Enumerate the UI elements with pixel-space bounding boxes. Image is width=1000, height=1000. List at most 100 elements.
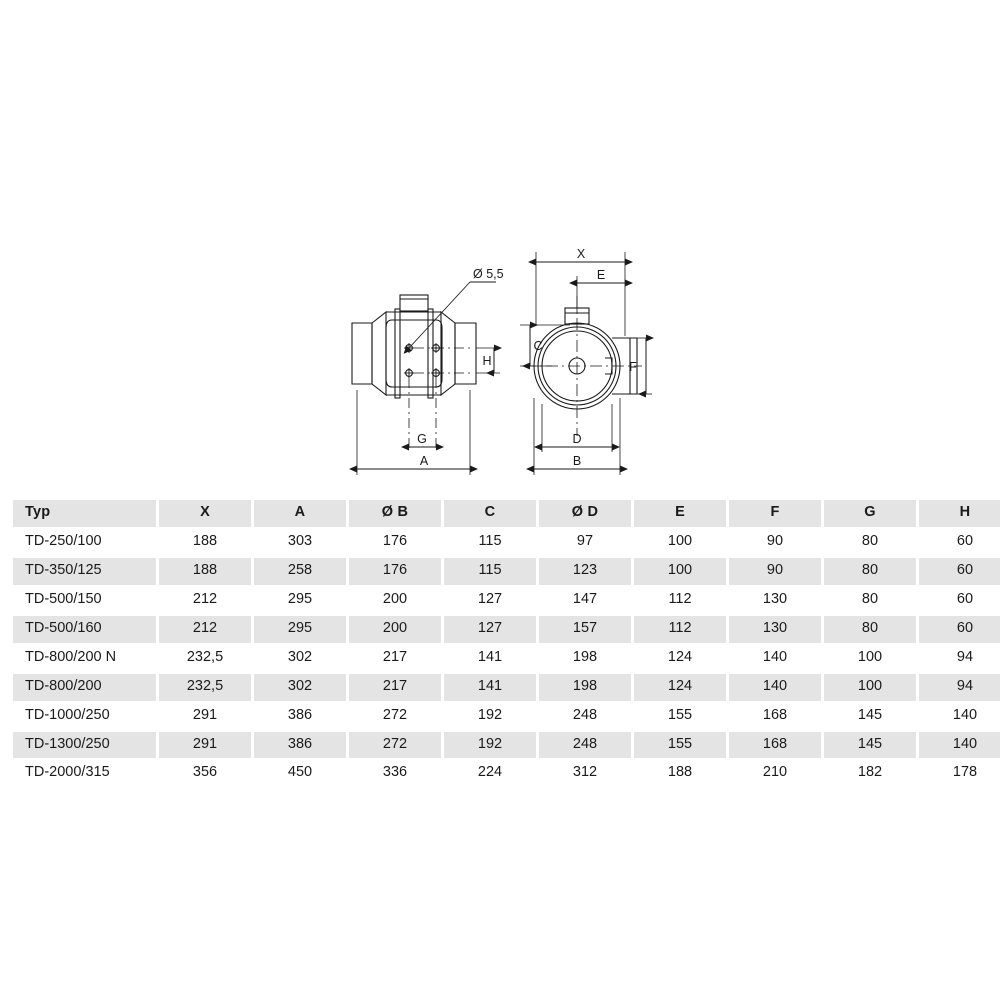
cell-value: 90 [729,528,821,556]
cell-value: 178 [919,760,1000,788]
cell-value: 198 [539,673,631,701]
cell-value: 217 [349,673,441,701]
cell-value: 212 [159,586,251,614]
cell-value: 248 [539,702,631,730]
cell-value: 302 [254,644,346,672]
cell-value: 94 [919,644,1000,672]
cell-value: 145 [824,731,916,759]
cell-value: 386 [254,702,346,730]
dimension-f [637,334,654,398]
cell-value: 232,5 [159,673,251,701]
cell-value: 124 [634,644,726,672]
cell-value: 198 [539,644,631,672]
label-b: B [573,454,581,468]
label-g: G [417,432,427,446]
cell-value: 291 [159,731,251,759]
cell-type: TD-250/100 [13,528,156,556]
cell-value: 100 [634,528,726,556]
dimension-c [520,321,570,370]
cell-value: 100 [634,557,726,585]
label-h: H [482,354,491,368]
cell-value: 60 [919,557,1000,585]
cell-value: 80 [824,528,916,556]
cell-value: 168 [729,731,821,759]
cell-value: 127 [444,586,536,614]
table-row: TD-1300/250 291 386 272 192 248 155 168 145 140 [13,731,1000,759]
cell-value: 450 [254,760,346,788]
cell-value: 80 [824,586,916,614]
cell-value: 60 [919,528,1000,556]
label-d: D [572,432,581,446]
cell-value: 168 [729,702,821,730]
column-header-c: C [444,500,536,527]
column-header-f: F [729,500,821,527]
cell-value: 140 [919,731,1000,759]
cell-value: 140 [919,702,1000,730]
cell-value: 188 [159,557,251,585]
cell-type: TD-2000/315 [13,760,156,788]
cell-value: 312 [539,760,631,788]
cell-value: 145 [824,702,916,730]
column-header-b: Ø B [349,500,441,527]
cell-value: 248 [539,731,631,759]
cell-value: 295 [254,586,346,614]
cell-value: 155 [634,702,726,730]
cell-value: 272 [349,731,441,759]
table-row: TD-1000/250 291 386 272 192 248 155 168 145 140 [13,702,1000,730]
front-view-geometry [524,296,642,436]
table-row: TD-800/200 232,5 302 217 141 198 124 140 100 94 [13,673,1000,701]
cell-value: 386 [254,731,346,759]
cell-value: 155 [634,731,726,759]
cell-value: 291 [159,702,251,730]
dimension-e [569,276,633,312]
column-header-h: H [919,500,1000,527]
cell-value: 100 [824,673,916,701]
cell-value: 192 [444,702,536,730]
hole-callout-leader [403,281,496,354]
column-header-a: A [254,500,346,527]
column-header-e: E [634,500,726,527]
cell-value: 141 [444,673,536,701]
column-header-x: X [159,500,251,527]
cell-value: 210 [729,760,821,788]
cell-value: 80 [824,615,916,643]
dimension-d [534,404,620,452]
column-header-typ: Typ [13,500,156,527]
cell-type: TD-500/160 [13,615,156,643]
cell-value: 141 [444,644,536,672]
cell-value: 147 [539,586,631,614]
cell-type: TD-1300/250 [13,731,156,759]
table-row: TD-350/125 188 258 176 115 123 100 90 80 60 [13,557,1000,585]
cell-type: TD-500/150 [13,586,156,614]
technical-drawing: Ø 5,5 H G A X E C F D B [0,0,1000,495]
table-row: TD-2000/315 356 450 336 224 312 188 210 182 178 [13,760,1000,788]
cell-value: 188 [159,528,251,556]
cell-value: 112 [634,586,726,614]
cell-value: 182 [824,760,916,788]
cell-value: 94 [919,673,1000,701]
cell-value: 336 [349,760,441,788]
side-view-geometry [351,294,477,399]
cell-value: 123 [539,557,631,585]
table-row: TD-250/100 188 303 176 115 97 100 90 80 60 [13,528,1000,556]
table-body: TD-250/100 188 303 176 115 97 100 90 80 60 TD-350/… [13,528,1000,788]
cell-value: 224 [444,760,536,788]
cell-value: 124 [634,673,726,701]
column-header-d: Ø D [539,500,631,527]
hole-callout-label: Ø 5,5 [473,267,504,281]
cell-value: 295 [254,615,346,643]
cell-value: 232,5 [159,644,251,672]
cell-value: 356 [159,760,251,788]
cell-value: 127 [444,615,536,643]
label-a: A [420,454,429,468]
cell-type: TD-350/125 [13,557,156,585]
cell-value: 140 [729,644,821,672]
cell-value: 188 [634,760,726,788]
table-row: TD-800/200 N 232,5 302 217 141 198 124 140 100 94 [13,644,1000,672]
dimension-g [401,378,444,452]
cell-type: TD-800/200 N [13,644,156,672]
